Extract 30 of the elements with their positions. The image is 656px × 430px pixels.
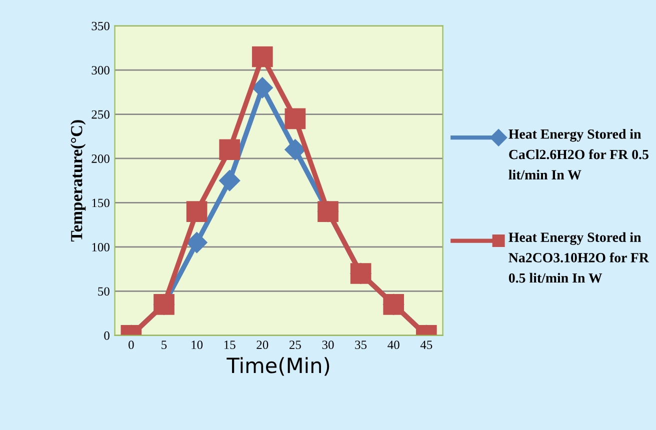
y-tick-label: 100 <box>92 242 110 252</box>
x-tick-label: 20 <box>256 340 268 350</box>
y-tick-label: 200 <box>92 154 110 163</box>
x-tick-label: 5 <box>162 340 167 350</box>
x-axis-title: Time(Min) <box>226 357 330 376</box>
point <box>186 201 208 222</box>
x-tick-label: 45 <box>420 340 432 350</box>
point <box>252 46 273 68</box>
y-tick-label: 0 <box>104 331 110 340</box>
x-tick-label: 40 <box>388 340 400 350</box>
point <box>186 232 208 254</box>
y-tick-label: 50 <box>98 287 110 296</box>
x-tick-label: 25 <box>290 340 301 350</box>
x-tick-label: 15 <box>224 340 236 350</box>
y-axis-title: Temperature(°C) <box>70 120 86 242</box>
point <box>284 108 306 130</box>
y-tick-label: 350 <box>92 22 110 30</box>
x-tick-label: 0 <box>128 340 134 350</box>
point <box>219 170 240 192</box>
legend-label: Heat Energy Stored in Na2CO3.10H2O for FR 0.5 lit/min In W <box>508 232 650 283</box>
point <box>284 139 306 160</box>
y-tick-label: 300 <box>92 66 110 74</box>
x-tick-label: 30 <box>322 340 334 350</box>
legend-label: Heat Energy Stored in CaCl2.6H2O for FR 0.5 lit/min In W <box>508 129 648 180</box>
x-tick-label: 35 <box>355 340 367 350</box>
point <box>252 77 273 98</box>
y-tick-label: 250 <box>92 110 110 119</box>
point <box>219 139 240 160</box>
y-tick-label: 150 <box>92 198 110 208</box>
x-tick-label: 10 <box>192 340 203 350</box>
